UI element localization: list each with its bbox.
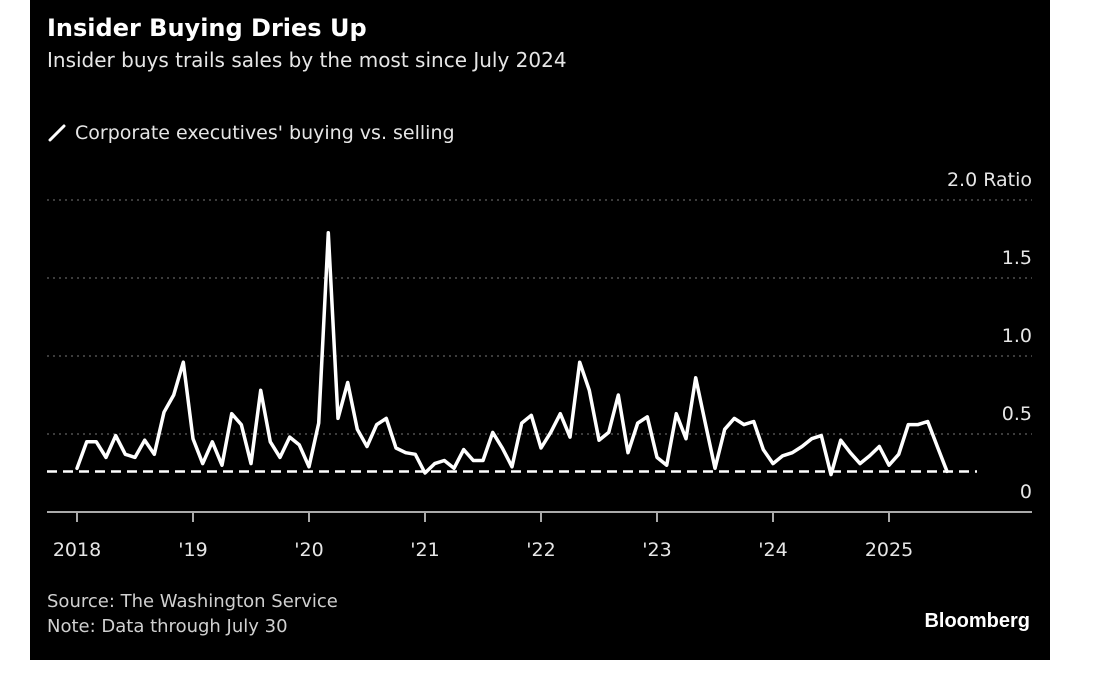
chart-title: Insider Buying Dries Up (47, 14, 367, 42)
legend-label: Corporate executives' buying vs. selling (75, 122, 455, 144)
x-tick-label: '19 (178, 539, 207, 561)
x-tick-label: '22 (526, 539, 555, 561)
legend: Corporate executives' buying vs. selling (47, 122, 455, 144)
y-tick-label: 2.0 Ratio (947, 169, 1032, 191)
source-note: Source: The Washington Service (47, 591, 338, 612)
chart-panel (30, 0, 1050, 660)
line-legend-icon (48, 124, 66, 142)
x-tick-label: 2018 (53, 539, 101, 561)
bloomberg-logo: Bloomberg (924, 610, 1030, 632)
y-tick-label: 1.0 (1002, 325, 1032, 347)
series-line-buying-vs-selling (75, 231, 949, 477)
y-tick-label: 0 (1020, 481, 1032, 503)
x-tick-label: '24 (758, 539, 787, 561)
x-tick-label: '20 (294, 539, 323, 561)
x-tick-label: '23 (642, 539, 671, 561)
chart-subtitle: Insider buys trails sales by the most si… (47, 48, 567, 72)
x-tick-label: 2025 (865, 539, 913, 561)
data-note: Note: Data through July 30 (47, 616, 288, 637)
y-tick-label: 0.5 (1002, 403, 1032, 425)
y-tick-label: 1.5 (1002, 247, 1032, 269)
x-tick-label: '21 (410, 539, 439, 561)
